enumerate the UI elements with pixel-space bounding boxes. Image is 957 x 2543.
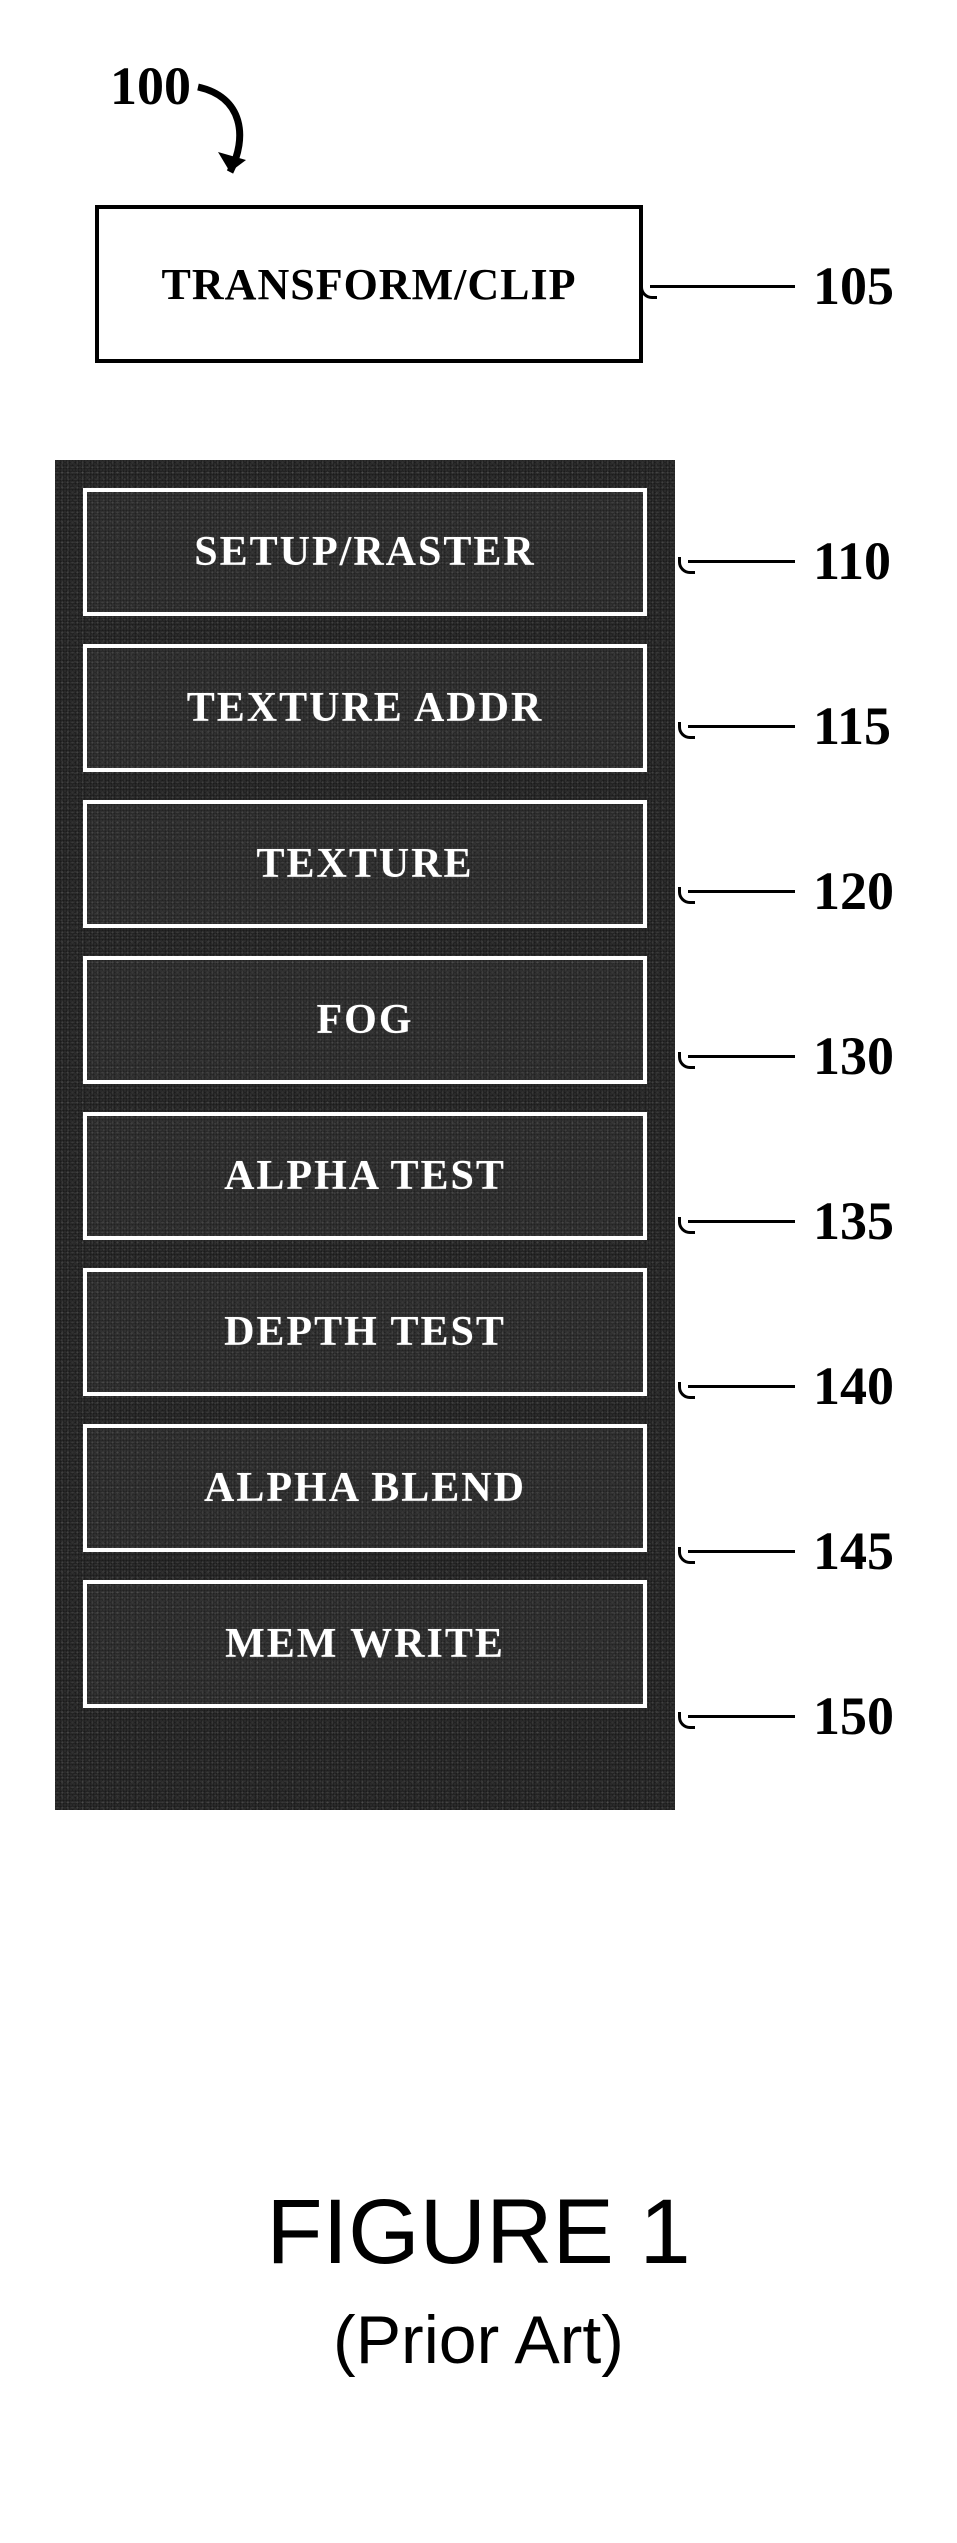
pipeline-stage: ALPHA BLEND: [83, 1424, 647, 1552]
ref-number: 135: [813, 1190, 894, 1252]
figure-caption-sub: (Prior Art): [0, 2301, 957, 2379]
stage-transform-clip: TRANSFORM/CLIP: [95, 205, 643, 363]
ref-number: 105: [813, 255, 894, 317]
figure-canvas: 100 TRANSFORM/CLIP SETUP/RASTER TEXTURE A…: [0, 0, 957, 2543]
pipeline-stage-label: SETUP/RASTER: [194, 528, 535, 576]
ref-number: 140: [813, 1355, 894, 1417]
pipeline-stage-label: DEPTH TEST: [224, 1308, 506, 1356]
ref-number: 110: [813, 530, 891, 592]
ref-number: 120: [813, 860, 894, 922]
pipeline-stage-label: TEXTURE: [256, 840, 473, 888]
leader-line: [688, 1550, 795, 1553]
pipeline-stage: FOG: [83, 956, 647, 1084]
pipeline-stage-label: ALPHA TEST: [224, 1152, 506, 1200]
ref-number-100: 100: [110, 55, 191, 117]
leader-line: [688, 560, 795, 563]
leader-line: [688, 725, 795, 728]
stage-transform-clip-label: TRANSFORM/CLIP: [162, 259, 577, 310]
leader-line: [688, 1055, 795, 1058]
ref-number: 145: [813, 1520, 894, 1582]
ref-number: 150: [813, 1685, 894, 1747]
leader-line: [650, 285, 795, 288]
leader-line: [688, 1385, 795, 1388]
figure-caption-main: FIGURE 1: [0, 2180, 957, 2285]
leader-line: [688, 1220, 795, 1223]
pipeline-stage-label: ALPHA BLEND: [204, 1464, 526, 1512]
ref-number: 130: [813, 1025, 894, 1087]
figure-caption: FIGURE 1 (Prior Art): [0, 2180, 957, 2379]
pipeline-stage: MEM WRITE: [83, 1580, 647, 1708]
pipeline-stage: TEXTURE ADDR: [83, 644, 647, 772]
leader-line: [688, 1715, 795, 1718]
pipeline-stage: DEPTH TEST: [83, 1268, 647, 1396]
pipeline-stage: ALPHA TEST: [83, 1112, 647, 1240]
pipeline-stage: SETUP/RASTER: [83, 488, 647, 616]
ref-number: 115: [813, 695, 891, 757]
leader-line: [688, 890, 795, 893]
pipeline-stage-label: MEM WRITE: [225, 1620, 505, 1668]
pipeline-stage: TEXTURE: [83, 800, 647, 928]
pipeline-panel: SETUP/RASTER TEXTURE ADDR TEXTURE FOG ALPHA …: [55, 460, 675, 1810]
pipeline-stage-label: FOG: [317, 996, 414, 1044]
arrow-icon: [188, 82, 258, 192]
pipeline-stage-label: TEXTURE ADDR: [187, 684, 544, 732]
